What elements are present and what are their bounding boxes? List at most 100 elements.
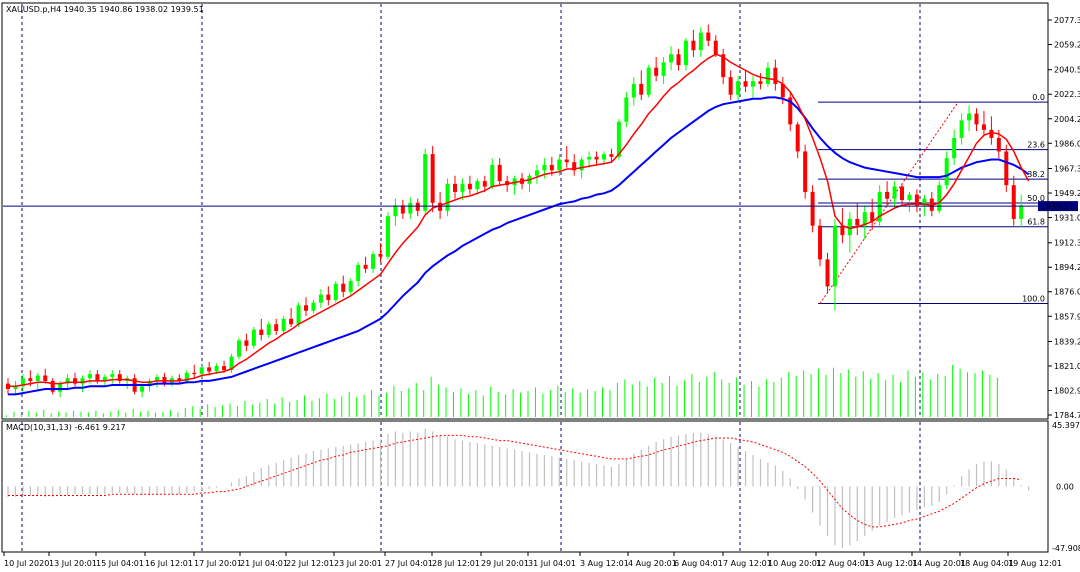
price-axis-label: 2059.20 <box>1054 41 1080 50</box>
fib-trendline[interactable] <box>819 101 959 304</box>
bear-candle <box>728 70 733 101</box>
candle-body <box>914 194 919 206</box>
bull-candle <box>646 65 651 98</box>
candle-body <box>393 205 398 217</box>
bull-candle <box>80 375 85 392</box>
bull-candle <box>959 113 964 145</box>
macd-header: MACD(10,31,13) -6.461 9.217 <box>6 423 126 432</box>
time-axis-label: 10 Jul 2020 <box>4 559 49 568</box>
candle-body <box>192 372 197 375</box>
bull-candle <box>944 151 949 190</box>
bull-candle <box>683 38 688 71</box>
price-axis-label: 1967.35 <box>1054 164 1080 173</box>
candle-body <box>974 113 979 125</box>
candle-body <box>274 324 279 331</box>
bear-candle <box>564 146 569 168</box>
bull-candle <box>736 75 741 101</box>
time-axis-label: 13 Aug 12:01 <box>864 559 918 568</box>
candle-body <box>35 375 40 381</box>
time-axis-label: 23 Jul 20:01 <box>334 559 382 568</box>
candle-body <box>751 81 755 87</box>
fib-level-label: 50.0 <box>1027 194 1045 203</box>
candle-body <box>229 356 234 371</box>
time-axis-label: 13 Jul 20:01 <box>49 559 97 568</box>
bear-candle <box>818 218 823 267</box>
candle-body <box>408 202 413 214</box>
bull-candle <box>460 178 465 201</box>
price-axis-label: 1949.20 <box>1054 189 1080 198</box>
candle-body <box>892 186 897 199</box>
price-axis-label: 2004.20 <box>1054 115 1080 124</box>
bull-candle <box>967 105 972 132</box>
bear-candle <box>900 183 904 206</box>
price-pane[interactable]: 0.0 23.6 38.2 50.0 61.8 100.0 XAUUSD.p,H4 194… <box>1 2 1049 420</box>
candle-body <box>616 121 621 157</box>
macd-signal-line <box>8 434 1022 528</box>
bear-candle <box>117 370 122 384</box>
bull-candle <box>661 56 666 84</box>
candle-body <box>87 374 92 379</box>
candle-body <box>646 67 651 95</box>
bear-candle <box>453 175 457 199</box>
bear-candle <box>825 252 830 294</box>
price-axis-label: 1784.75 <box>1054 411 1080 420</box>
candle-body <box>661 62 666 76</box>
price-axis-label: 1986.05 <box>1054 139 1080 148</box>
candle-body <box>236 340 241 357</box>
time-axis-label: 7 Aug 12:01 <box>723 559 772 568</box>
candle-body <box>140 386 145 392</box>
candle-body <box>810 191 815 226</box>
candle-body <box>482 181 487 187</box>
price-axis-label: 1857.90 <box>1054 312 1080 321</box>
bull-candle <box>587 151 592 168</box>
candle-body <box>877 191 882 222</box>
bear-candle <box>274 318 279 336</box>
time-axis[interactable]: 10 Jul 2020 13 Jul 20:01 15 Jul 04:01 16 Ju… <box>3 552 1062 568</box>
volume-bars <box>6 365 998 417</box>
candle-body <box>304 305 308 311</box>
fibonacci-retracement[interactable]: 0.0 23.6 38.2 50.0 61.8 100.0 <box>818 93 1048 305</box>
candle-body <box>110 374 115 377</box>
bear-candle <box>914 189 919 213</box>
bull-candle <box>311 299 316 314</box>
candle-body <box>736 81 741 95</box>
time-axis-label: 10 Aug 20:01 <box>768 559 822 568</box>
bull-candle <box>35 372 40 390</box>
candle-body <box>400 205 405 214</box>
bear-candle <box>289 308 294 327</box>
candle-body <box>758 81 763 84</box>
price-axis[interactable]: 2077.35 2059.20 2040.50 2022.35 2004.20 1986.… <box>1048 16 1080 420</box>
bear-candle <box>609 148 614 163</box>
bear-candle <box>721 48 726 84</box>
bull-candle <box>348 278 353 295</box>
candle-body <box>944 158 949 186</box>
time-axis-label: 27 Jul 04:01 <box>385 559 433 568</box>
candle-body <box>557 159 562 171</box>
macd-pane[interactable]: MACD(10,31,13) -6.461 9.217 45.397 0.00 … <box>1 420 1080 553</box>
candle-body <box>199 367 204 375</box>
price-axis-label: 1821.05 <box>1054 362 1080 371</box>
candle-body <box>348 281 353 292</box>
candle-body <box>259 329 264 336</box>
bear-candle <box>758 73 763 90</box>
time-axis-label: 3 Aug 12:01 <box>580 559 629 568</box>
candle-body <box>676 54 681 66</box>
candles <box>6 24 1024 398</box>
candle-body <box>885 191 890 199</box>
bull-candle <box>952 129 957 165</box>
bull-candle <box>862 205 867 240</box>
candle-body <box>631 83 636 98</box>
candle-body <box>609 154 614 157</box>
candle-body <box>28 378 33 381</box>
bear-candle <box>73 372 78 387</box>
candle-body <box>73 378 78 384</box>
bear-candle <box>326 286 331 306</box>
candle-body <box>952 137 957 159</box>
bear-candle <box>654 56 659 82</box>
time-axis-label: 21 Jul 04:01 <box>240 559 288 568</box>
candle-body <box>453 183 457 192</box>
candle-body <box>922 198 927 206</box>
candle-body <box>713 40 718 55</box>
